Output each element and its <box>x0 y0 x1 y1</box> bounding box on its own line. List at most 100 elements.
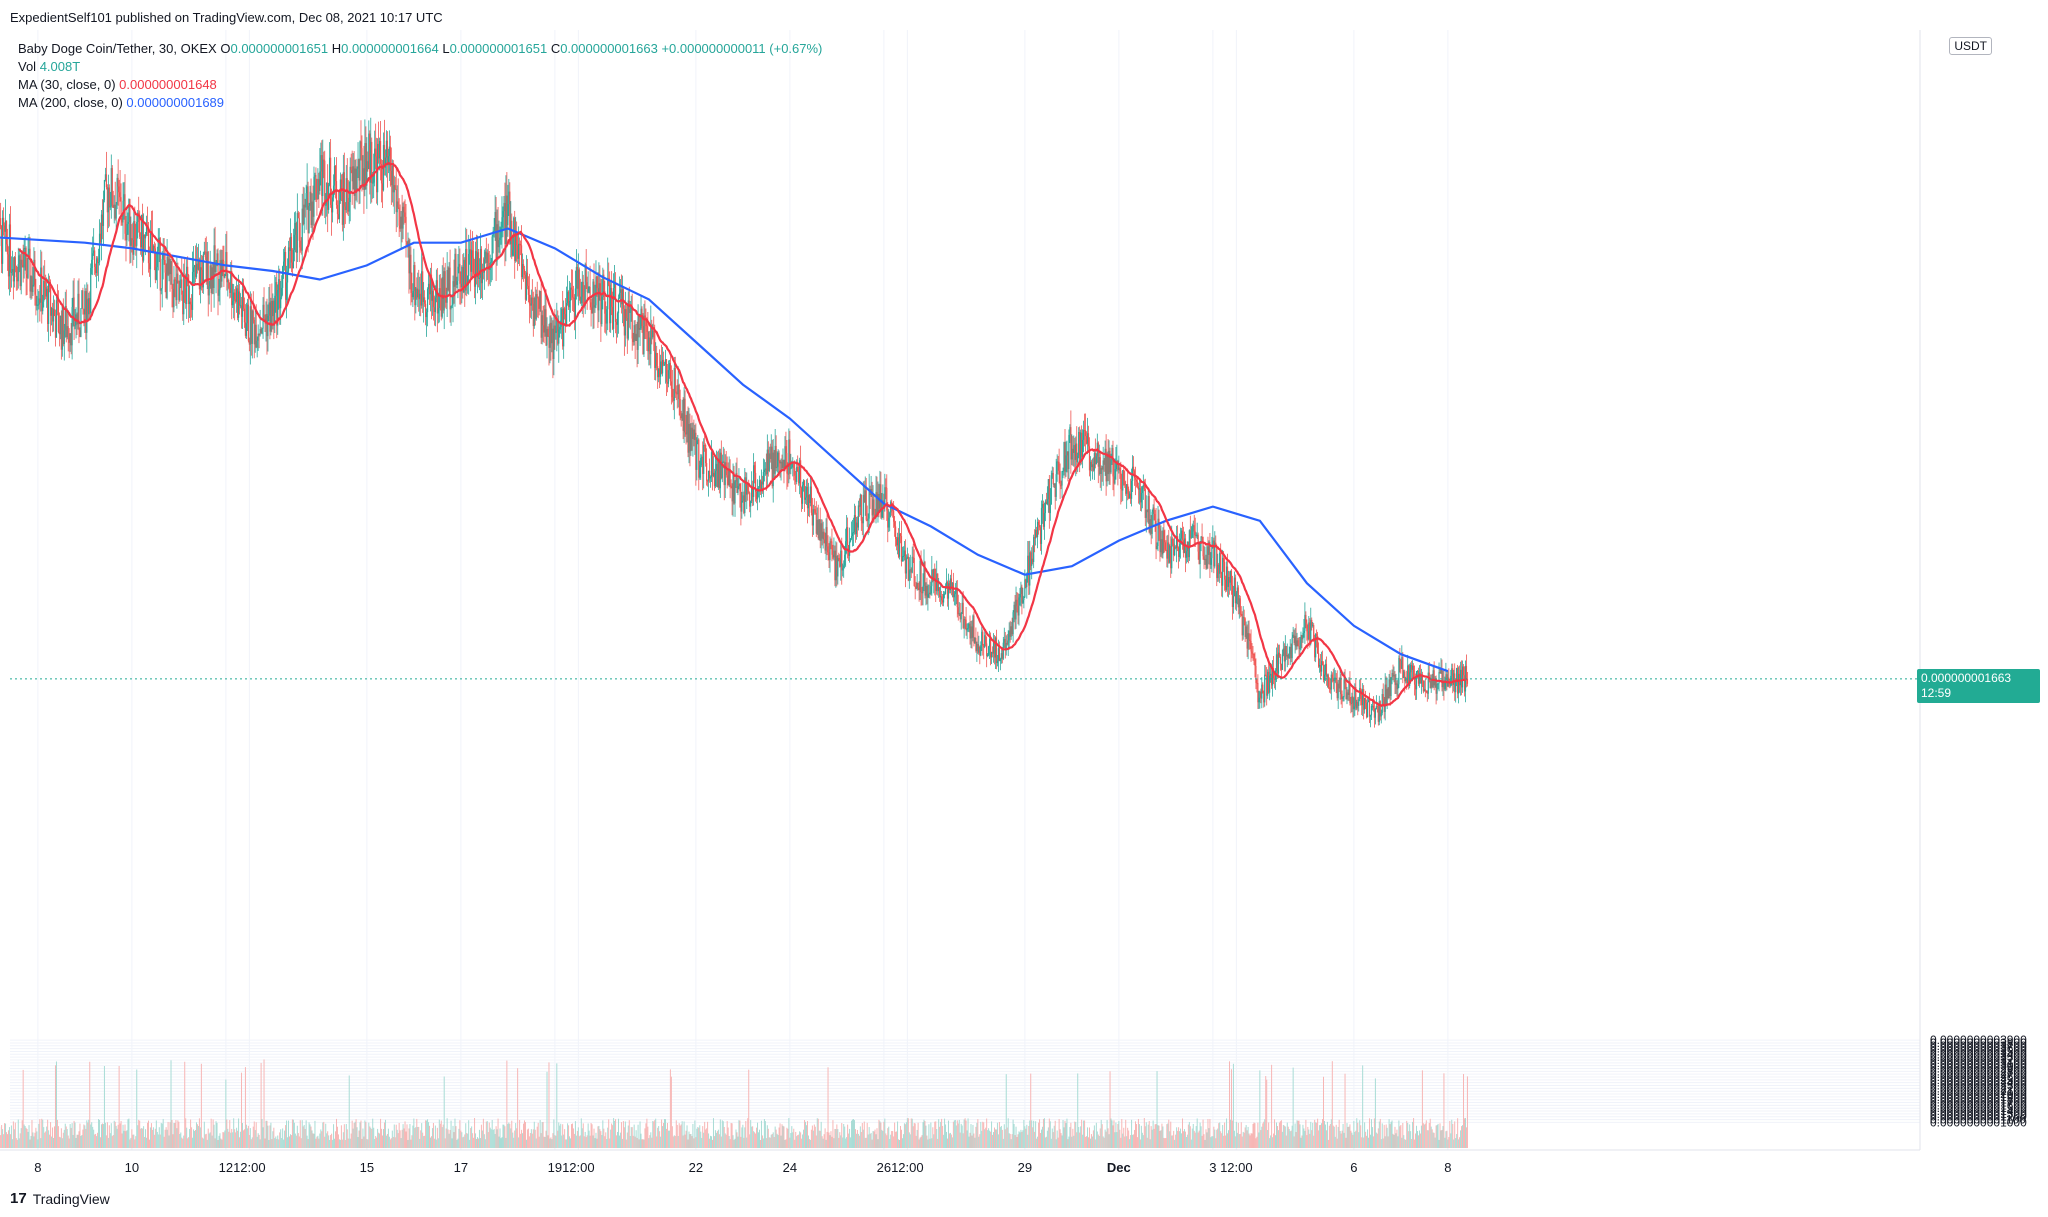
candle-body <box>296 212 298 253</box>
volume-bar <box>357 1137 359 1148</box>
candle-body <box>692 429 694 439</box>
candle-body <box>295 223 297 253</box>
volume-bar <box>705 1129 707 1148</box>
volume-bar <box>264 1138 266 1148</box>
candle-body <box>627 300 629 339</box>
volume-bar <box>1148 1121 1150 1148</box>
volume-bar <box>749 1134 751 1148</box>
volume-bar <box>1291 1125 1293 1148</box>
volume-bar <box>920 1136 922 1148</box>
candle-body <box>647 331 649 352</box>
volume-bar <box>1466 1076 1468 1148</box>
candle-body <box>175 280 177 301</box>
candle-body <box>754 472 757 492</box>
candle-body <box>637 315 639 350</box>
volume-bar <box>452 1125 454 1148</box>
candle-body <box>588 286 590 292</box>
candle-body <box>256 340 258 348</box>
volume-bar <box>427 1119 429 1148</box>
candle-body <box>215 262 217 272</box>
candle-body <box>342 172 344 225</box>
candle-body <box>987 654 989 657</box>
candle-body <box>1189 530 1191 538</box>
legend-volume-row[interactable]: Vol 4.008T <box>18 58 822 76</box>
volume-bar <box>418 1126 420 1148</box>
tradingview-footer[interactable]: 17 TradingView <box>10 1190 110 1207</box>
legend-ma200-row[interactable]: MA (200, close, 0) 0.000000001689 <box>18 94 822 112</box>
volume-bar <box>1297 1120 1299 1148</box>
volume-bar <box>510 1128 512 1148</box>
candle-body <box>1315 633 1317 658</box>
candle-body <box>1371 705 1374 707</box>
volume-bar <box>897 1121 899 1148</box>
candle-body <box>83 309 85 315</box>
price-tick-label: 0.0000000001200 <box>1930 1110 2027 1124</box>
volume-bar <box>758 1129 760 1148</box>
volume-bar <box>391 1130 393 1148</box>
legend-ma30-row[interactable]: MA (30, close, 0) 0.000000001648 <box>18 76 822 94</box>
volume-bar <box>1138 1124 1140 1148</box>
volume-bar <box>1229 1119 1231 1148</box>
candle-body <box>773 452 775 474</box>
candle-body <box>1387 688 1389 699</box>
candle-body <box>1023 596 1025 601</box>
candle-body <box>1181 530 1184 541</box>
candle-body <box>563 308 565 347</box>
candle-body <box>1114 469 1116 484</box>
candle-body <box>1083 430 1086 432</box>
volume-bar <box>838 1137 840 1148</box>
volume-bar <box>1208 1128 1210 1148</box>
volume-bar <box>82 1129 84 1148</box>
volume-bar <box>1267 1130 1269 1148</box>
volume-bar <box>815 1135 817 1148</box>
time-tick-label: 26 <box>877 1160 891 1175</box>
candle-body <box>181 279 183 295</box>
volume-bar <box>1324 1124 1326 1148</box>
volume-bar <box>869 1133 871 1148</box>
symbol-title[interactable]: Baby Doge Coin/Tether, 30, OKEX <box>18 41 217 56</box>
candle-body <box>292 249 295 269</box>
volume-bar <box>566 1139 568 1148</box>
volume-bar <box>1275 1135 1277 1148</box>
candle-body <box>1247 633 1249 649</box>
candle-body <box>655 352 657 368</box>
candle-body <box>1317 635 1319 654</box>
candle-body <box>702 456 704 474</box>
candle-body <box>7 254 10 277</box>
candle-body <box>59 315 61 335</box>
volume-bar <box>898 1139 900 1148</box>
volume-bar <box>113 1120 115 1148</box>
candle-body <box>240 305 243 317</box>
candle-body <box>1137 486 1140 490</box>
candle-body <box>418 289 420 300</box>
volume-bar <box>748 1069 750 1148</box>
volume-bar <box>620 1122 622 1148</box>
volume-bar <box>958 1119 960 1148</box>
candle-body <box>767 449 769 471</box>
candle-body <box>1068 435 1070 470</box>
candle-body <box>1187 541 1189 558</box>
candle-body <box>1365 698 1367 703</box>
candle-body <box>1097 442 1099 467</box>
volume-bar <box>488 1122 490 1148</box>
volume-bar <box>1463 1074 1465 1148</box>
volume-bar <box>625 1139 627 1148</box>
volume-bar <box>285 1125 287 1148</box>
volume-bar <box>542 1121 544 1148</box>
volume-bar <box>1448 1137 1450 1148</box>
candle-body <box>629 309 631 314</box>
price-axis[interactable]: 0.00000000039000.00000000038000.00000000… <box>1930 1033 2027 1129</box>
time-axis[interactable]: 8 10 12 12:00 15 17 19 12:00 22 24 26 12:00 29 Dec 3 12… <box>34 1160 1451 1175</box>
volume-bar <box>1231 1120 1233 1148</box>
candle-body <box>411 292 413 298</box>
volume-bar <box>117 1124 119 1148</box>
volume-bar <box>1357 1122 1359 1148</box>
currency-badge[interactable]: USDT <box>1949 37 1992 55</box>
bar-countdown: 12:59 <box>1921 685 1952 700</box>
volume-bar <box>798 1134 800 1148</box>
candle-body <box>531 297 533 304</box>
candle-body <box>976 644 978 651</box>
volume-bar <box>463 1136 465 1148</box>
candle-body <box>607 278 609 310</box>
